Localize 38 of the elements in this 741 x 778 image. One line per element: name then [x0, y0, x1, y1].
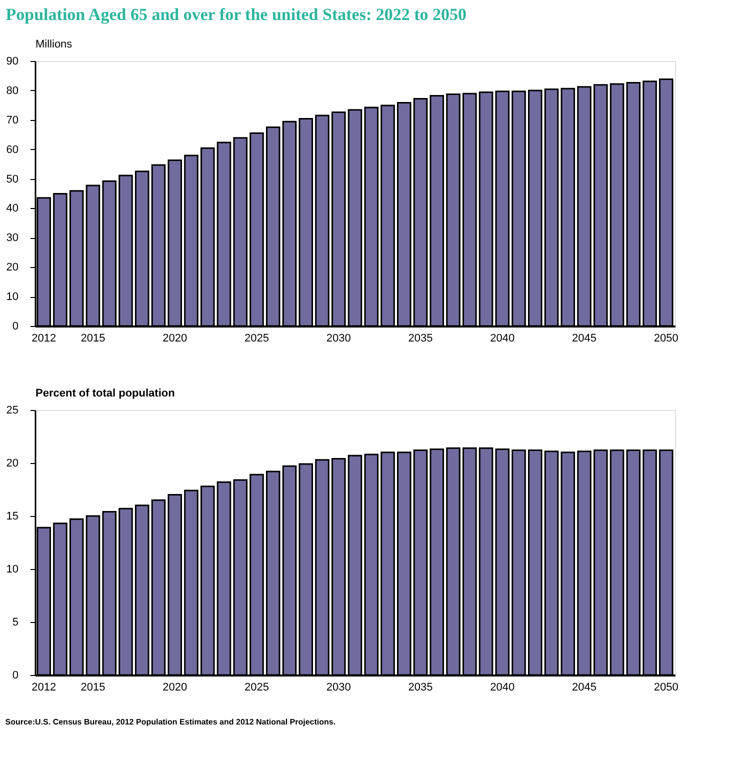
x-tick-label: 2045 [572, 682, 597, 694]
x-tick-label: 2020 [162, 682, 188, 694]
y-tick-label: 70 [6, 114, 18, 126]
x-tick-label: 2025 [244, 682, 269, 694]
y-tick-label: 5 [12, 616, 18, 628]
x-tick-label: 2025 [244, 332, 269, 344]
y-tick-label: 90 [6, 56, 18, 68]
y-tick-label: 30 [6, 232, 18, 244]
x-tick-label: 2035 [408, 682, 433, 694]
y-tick-label: 40 [6, 202, 18, 215]
y-tick-label: 20 [6, 458, 18, 470]
y-axis-title: Millions [36, 38, 73, 50]
y-tick-label: 15 [6, 510, 18, 522]
chart-title: Population Aged 65 and over for the united States: 2022 to 2050 [6, 5, 467, 24]
x-tick-label: 2012 [32, 682, 56, 694]
x-tick-label: 2020 [162, 332, 188, 344]
x-tick-label: 2015 [80, 682, 106, 694]
y-tick-label: 60 [6, 144, 18, 156]
source-note: Source:U.S. Census Bureau, 2012 Population Estimates and 2012 National Projections. [5, 718, 336, 726]
x-tick-label: 2015 [80, 332, 106, 344]
y-tick-label: 0 [12, 320, 18, 332]
y-tick-label: 80 [6, 84, 18, 97]
x-tick-label: 2045 [572, 332, 597, 344]
x-tick-label: 2035 [408, 332, 433, 344]
y-tick-label: 50 [6, 173, 18, 186]
y-tick-label: 25 [6, 404, 18, 416]
x-tick-label: 2050 [654, 682, 678, 694]
y-tick-label: 0 [12, 670, 18, 682]
x-tick-label: 2012 [32, 332, 56, 344]
x-tick-label: 2040 [490, 332, 515, 344]
x-tick-label: 2040 [490, 682, 515, 694]
y-tick-label: 20 [6, 262, 18, 274]
y-tick-label: 10 [6, 564, 18, 576]
y-tick-label: 10 [6, 291, 18, 304]
y-axis-title: Percent of total population [36, 388, 176, 400]
x-tick-label: 2030 [326, 332, 351, 344]
x-tick-label: 2030 [326, 682, 351, 694]
x-tick-label: 2050 [654, 332, 678, 344]
